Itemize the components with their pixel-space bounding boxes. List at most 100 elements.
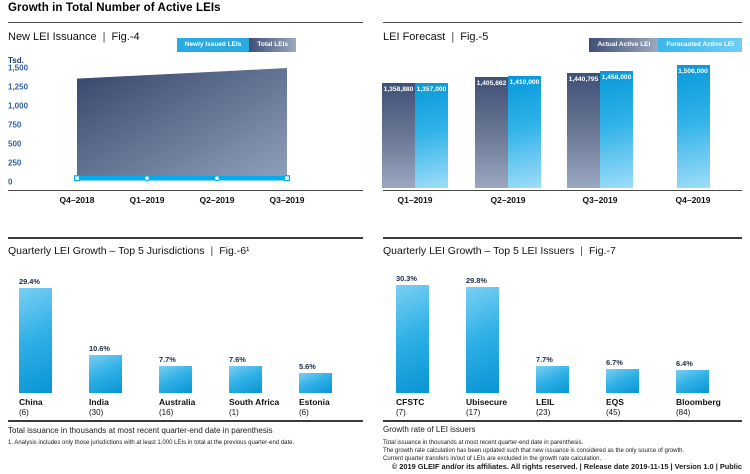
chart-title-row: LEI Forecast | Fig.-5	[383, 31, 488, 43]
title-separator: |	[102, 31, 106, 43]
x-tick-label: Q4–2018	[59, 195, 95, 205]
figure-label: Fig.-7	[588, 245, 616, 257]
category-label: Ubisecure	[466, 397, 508, 407]
category-count-label: (6)	[19, 408, 29, 417]
bar-value-label: 1,358,880	[383, 85, 414, 93]
footnote: The growth rate calculation has been upd…	[383, 448, 685, 462]
y-tick-label: 1,250	[8, 82, 29, 92]
legend-item-newly-issued-leis: Newly Issued LEIs	[176, 38, 250, 52]
legend-item-forecasted-active-lei: Forecasted Active LEI	[658, 38, 742, 52]
bar-cfstc	[396, 284, 429, 393]
category-count-label: (45)	[606, 408, 621, 417]
category-label: Australia	[159, 397, 196, 407]
chart-title: Quarterly LEI Growth – Top 5 LEI Issuers	[383, 245, 575, 257]
category-count-label: (30)	[89, 408, 104, 417]
bar-value-label: 10.6%	[89, 344, 110, 354]
bar-leil	[536, 365, 569, 393]
area-total-leis	[77, 68, 287, 178]
title-separator: |	[210, 245, 214, 257]
page-title: Growth in Total Number of Active LEIs	[8, 2, 221, 14]
title-separator: |	[451, 31, 455, 43]
bar-value-label: 1,410,000	[509, 79, 540, 87]
bar-china	[19, 288, 52, 393]
line-marker	[284, 175, 291, 182]
bar-value-label: 5.6%	[299, 362, 316, 371]
y-tick-label: 250	[8, 158, 22, 168]
category-label: India	[89, 397, 109, 407]
panel-top5-lei-issuers: Quarterly LEI Growth – Top 5 LEI Issuers…	[383, 237, 742, 474]
category-count-label: (7)	[396, 408, 406, 417]
category-count-label: (1)	[229, 408, 239, 417]
x-tick-label: Q1–2019	[397, 195, 433, 205]
x-tick-label: Q2–2019	[199, 195, 235, 205]
note-heading: Growth rate of LEI issuers	[383, 425, 476, 434]
panel-top5-jurisdictions: Quarterly LEI Growth – Top 5 Jurisdictio…	[8, 237, 363, 474]
line-marker	[73, 175, 80, 182]
legend-item-total-leis: Total LEIs	[249, 38, 296, 52]
category-count-label: (23)	[536, 408, 551, 417]
category-label: China	[19, 397, 43, 407]
bar-value-label: 30.3%	[396, 273, 417, 283]
figure-label: Fig.-6¹	[219, 245, 250, 257]
bar-eqs	[606, 369, 639, 393]
y-tick-label: 1,500	[8, 63, 29, 73]
copyright-footer: © 2019 GLEIF and/or its affiliates. All …	[391, 462, 742, 471]
note-heading: Total issuance in thousands at most rece…	[8, 426, 273, 435]
category-count-label: (16)	[159, 408, 174, 417]
title-separator: |	[580, 245, 583, 257]
category-label: South Africa	[229, 397, 280, 407]
chart-title-row: New LEI Issuance | Fig.-4	[8, 31, 140, 43]
line-marker	[214, 175, 221, 182]
bar-forecast-Q2–2019: 1,410,000	[508, 76, 541, 188]
bar-actual-Q3–2019: 1,440,795	[567, 72, 600, 188]
bar-forecast-Q1–2019: 1,357,000	[415, 82, 448, 188]
legend: Newly Issued LEIs Total LEIs	[176, 38, 296, 52]
y-tick-label: 500	[8, 139, 22, 149]
category-count-label: (6)	[299, 408, 309, 417]
bar-actual-Q2–2019: 1,405,662	[475, 77, 508, 188]
chart-title-row: Quarterly LEI Growth – Top 5 Jurisdictio…	[8, 245, 250, 257]
notes-divider	[8, 420, 363, 422]
chart-title: New LEI Issuance	[8, 31, 97, 43]
category-label: LEIL	[536, 397, 555, 407]
bar-value-label: 29.4%	[19, 277, 40, 287]
chart-title: Quarterly LEI Growth – Top 5 Jurisdictio…	[8, 245, 205, 257]
category-label: Bloomberg	[676, 397, 721, 407]
bar-actual-Q1–2019: 1,358,880	[382, 82, 415, 188]
x-tick-label: Q3–2019	[582, 195, 618, 205]
bar-value-label: 7.7%	[159, 354, 176, 364]
y-tick-label: 1,000	[8, 101, 29, 111]
bar-australia	[159, 365, 192, 393]
category-label: EQS	[606, 397, 624, 407]
bar-value-label: 7.7%	[536, 354, 553, 364]
category-count-label: (17)	[466, 408, 481, 417]
x-tick-label: Q2–2019	[490, 195, 526, 205]
bar-south-africa	[229, 365, 262, 393]
figure-label: Fig.-5	[460, 31, 489, 43]
line-marker	[144, 175, 151, 182]
x-tick-label: Q3–2019	[269, 195, 305, 205]
y-tick-label: 0	[8, 177, 13, 187]
chart-title: LEI Forecast	[383, 31, 446, 43]
bar-forecast-Q3–2019: 1,458,000	[600, 70, 633, 188]
bar-bloomberg	[676, 370, 709, 393]
legend-item-actual-active-lei: Actual Active LEI	[589, 38, 659, 52]
figure-label: Fig.-4	[111, 31, 140, 43]
panel-new-lei-issuance: New LEI Issuance | Fig.-4 Newly Issued LEI…	[8, 22, 363, 238]
y-tick-label: 750	[8, 120, 22, 130]
footnote: 1. Analysis includes only those jurisdic…	[8, 440, 295, 446]
panel-lei-forecast: LEI Forecast | Fig.-5 Actual Active LEI Fo…	[382, 22, 742, 238]
area-plot	[73, 68, 291, 182]
notes-divider	[383, 420, 742, 422]
x-tick-label: Q4–2019	[675, 195, 711, 205]
bar-value-label: 1,405,662	[476, 80, 507, 87]
category-label: CFSTC	[396, 397, 425, 407]
y-axis-unit-label: Tsd.	[8, 56, 24, 65]
bar-india	[89, 355, 122, 393]
category-count-label: (84)	[676, 408, 691, 417]
x-axis-line	[383, 190, 742, 191]
bar-value-label: 1,357,000	[416, 85, 447, 93]
x-tick-label: Q1–2019	[129, 195, 165, 205]
bar-value-label: 1,506,000	[678, 67, 708, 75]
